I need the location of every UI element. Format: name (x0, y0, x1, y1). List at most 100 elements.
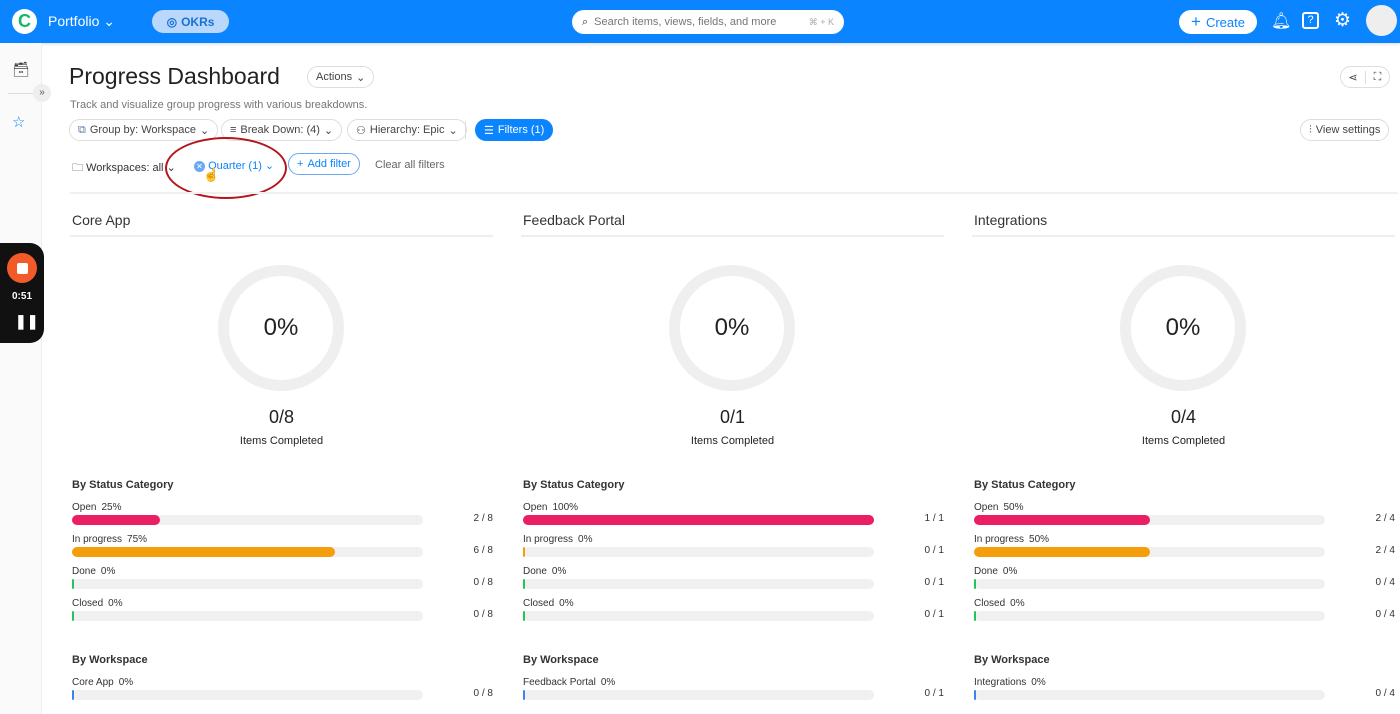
progress-bar (974, 690, 1325, 700)
row-name: Open (72, 502, 97, 513)
sidebar: 🗃︎ » ☆ (0, 43, 51, 714)
row-count: 0 / 8 (473, 577, 493, 588)
row-label: Done 0% (72, 566, 493, 577)
top-bar: C Portfolio ⌄ ◎OKRs ⌕⌘ + K +Create 🔔︎ ? … (0, 0, 1400, 43)
progress-fill (974, 515, 1150, 525)
stop-recording-button[interactable] (7, 253, 37, 283)
column-title: Feedback Portal (521, 205, 944, 237)
progress-bar (72, 515, 423, 525)
avatar[interactable] (1366, 5, 1397, 36)
row-name: Integrations (974, 677, 1027, 688)
screen-recorder: 0:51 ❚❚ (0, 243, 44, 343)
row-name: Done (523, 566, 547, 577)
progress-row: In progress 50% 2 / 4 (974, 534, 1395, 564)
add-filter-button[interactable]: + Add filter (288, 153, 360, 175)
folder-icon: 🗀︎ (72, 162, 83, 174)
items-completed-label: Items Completed (690, 435, 775, 447)
divider (465, 121, 466, 139)
row-count: 2 / 8 (473, 513, 493, 524)
row-percent: 0% (578, 534, 593, 545)
row-name: In progress (974, 534, 1025, 545)
progress-bar (523, 579, 874, 589)
row-percent: 50% (1003, 502, 1024, 513)
actions-button[interactable]: Actions ⌄ (307, 66, 375, 88)
break-down-button[interactable]: ≡ Break Down: (4) ⌄ (221, 119, 343, 141)
filters-button[interactable]: ☰ Filters (1) (475, 119, 554, 141)
expand-sidebar-button[interactable]: » (33, 84, 51, 102)
progress-bar (523, 515, 874, 525)
group-by-button[interactable]: ⧉ Group by: Workspace ⌄ (69, 119, 219, 141)
row-count: 2 / 4 (1375, 513, 1395, 524)
completion-donut: 0% (669, 265, 795, 391)
view-settings-label: View settings (1315, 124, 1381, 136)
row-count: 0 / 8 (473, 688, 493, 699)
chevron-down-icon: ⌄ (448, 124, 458, 137)
progress-fill (523, 579, 525, 589)
status-heading: By Status Category (974, 479, 1076, 491)
row-percent: 0% (1031, 677, 1046, 688)
help-icon[interactable]: ? (1302, 12, 1319, 29)
workspace-switcher[interactable]: Portfolio ⌄ (48, 13, 115, 30)
annotation-circle (165, 137, 287, 199)
app-logo[interactable]: C (12, 9, 37, 34)
progress-bar (72, 547, 423, 557)
row-name: Feedback Portal (523, 677, 596, 688)
progress-row: In progress 75% 6 / 8 (72, 534, 493, 564)
row-count: 1 / 1 (924, 513, 944, 524)
progress-fill (72, 579, 74, 589)
row-name: Open (974, 502, 999, 513)
progress-fill (523, 611, 525, 621)
view-settings-button[interactable]: ⫶ View settings (1300, 119, 1390, 141)
row-percent: 0% (1002, 566, 1018, 577)
bell-icon[interactable]: 🔔︎ (1271, 13, 1292, 30)
divider (70, 192, 1398, 194)
search-input[interactable] (594, 16, 803, 28)
progress-bar (974, 515, 1325, 525)
recording-time: 0:51 (11, 291, 32, 302)
row-percent: 0% (559, 598, 574, 609)
progress-bar (523, 690, 874, 700)
row-label: Open 100% (523, 502, 944, 513)
progress-row: Done 0% 0 / 4 (974, 566, 1395, 596)
page-subtitle: Track and visualize group progress with … (70, 99, 368, 111)
row-name: Core App (72, 677, 114, 688)
row-name: Closed (523, 598, 555, 609)
status-heading: By Status Category (523, 479, 625, 491)
row-count: 0 / 1 (924, 577, 944, 588)
progress-fill (974, 690, 976, 700)
workspaces-filter[interactable]: 🗀︎ Workspaces: all ⌄ (72, 159, 176, 178)
workspace-column: Core App 0% 0/8 Items Completed By Status Ca… (70, 205, 493, 700)
group-icon: ⧉ (78, 123, 86, 136)
row-count: 0 / 4 (1375, 609, 1395, 620)
star-icon[interactable]: ☆ (12, 114, 26, 131)
progress-fill (72, 690, 74, 700)
search-icon: ⌕ (582, 15, 589, 28)
create-button[interactable]: + Create (1179, 10, 1257, 34)
target-icon: ◎ (166, 14, 178, 29)
progress-fill (974, 547, 1150, 557)
row-label: In progress 50% (974, 534, 1395, 545)
pause-icon[interactable]: ❚❚ (15, 313, 39, 329)
progress-row: Feedback Portal 0% 0 / 1 (523, 677, 944, 707)
search-shortcut: ⌘ + K (808, 16, 834, 27)
row-name: Open (523, 502, 548, 513)
inbox-icon[interactable]: 🗃︎ (12, 61, 30, 77)
progress-fill (523, 690, 525, 700)
clear-filters-link[interactable]: Clear all filters (375, 159, 445, 171)
items-completed-label: Items Completed (1141, 435, 1226, 447)
progress-bar (523, 547, 874, 557)
plus-icon: + (297, 158, 304, 170)
okrs-button[interactable]: ◎ OKRs (152, 10, 229, 33)
progress-row: Closed 0% 0 / 4 (974, 598, 1395, 628)
progress-bar (974, 611, 1325, 621)
row-percent: 50% (1029, 534, 1050, 545)
search-bar[interactable]: ⌕ ⌘ + K (572, 10, 844, 34)
fullscreen-icon[interactable]: ⛶ (1365, 70, 1389, 84)
workspace-heading: By Workspace (974, 654, 1050, 666)
hierarchy-button[interactable]: ⚇ Hierarchy: Epic ⌄ (347, 119, 467, 141)
gear-icon[interactable]: ⚙ (1334, 10, 1352, 31)
row-count: 0 / 1 (924, 609, 944, 620)
row-label: Closed 0% (974, 598, 1395, 609)
share-icon[interactable]: ⋖ (1348, 71, 1358, 84)
chevron-down-icon: ⌄ (356, 71, 366, 84)
